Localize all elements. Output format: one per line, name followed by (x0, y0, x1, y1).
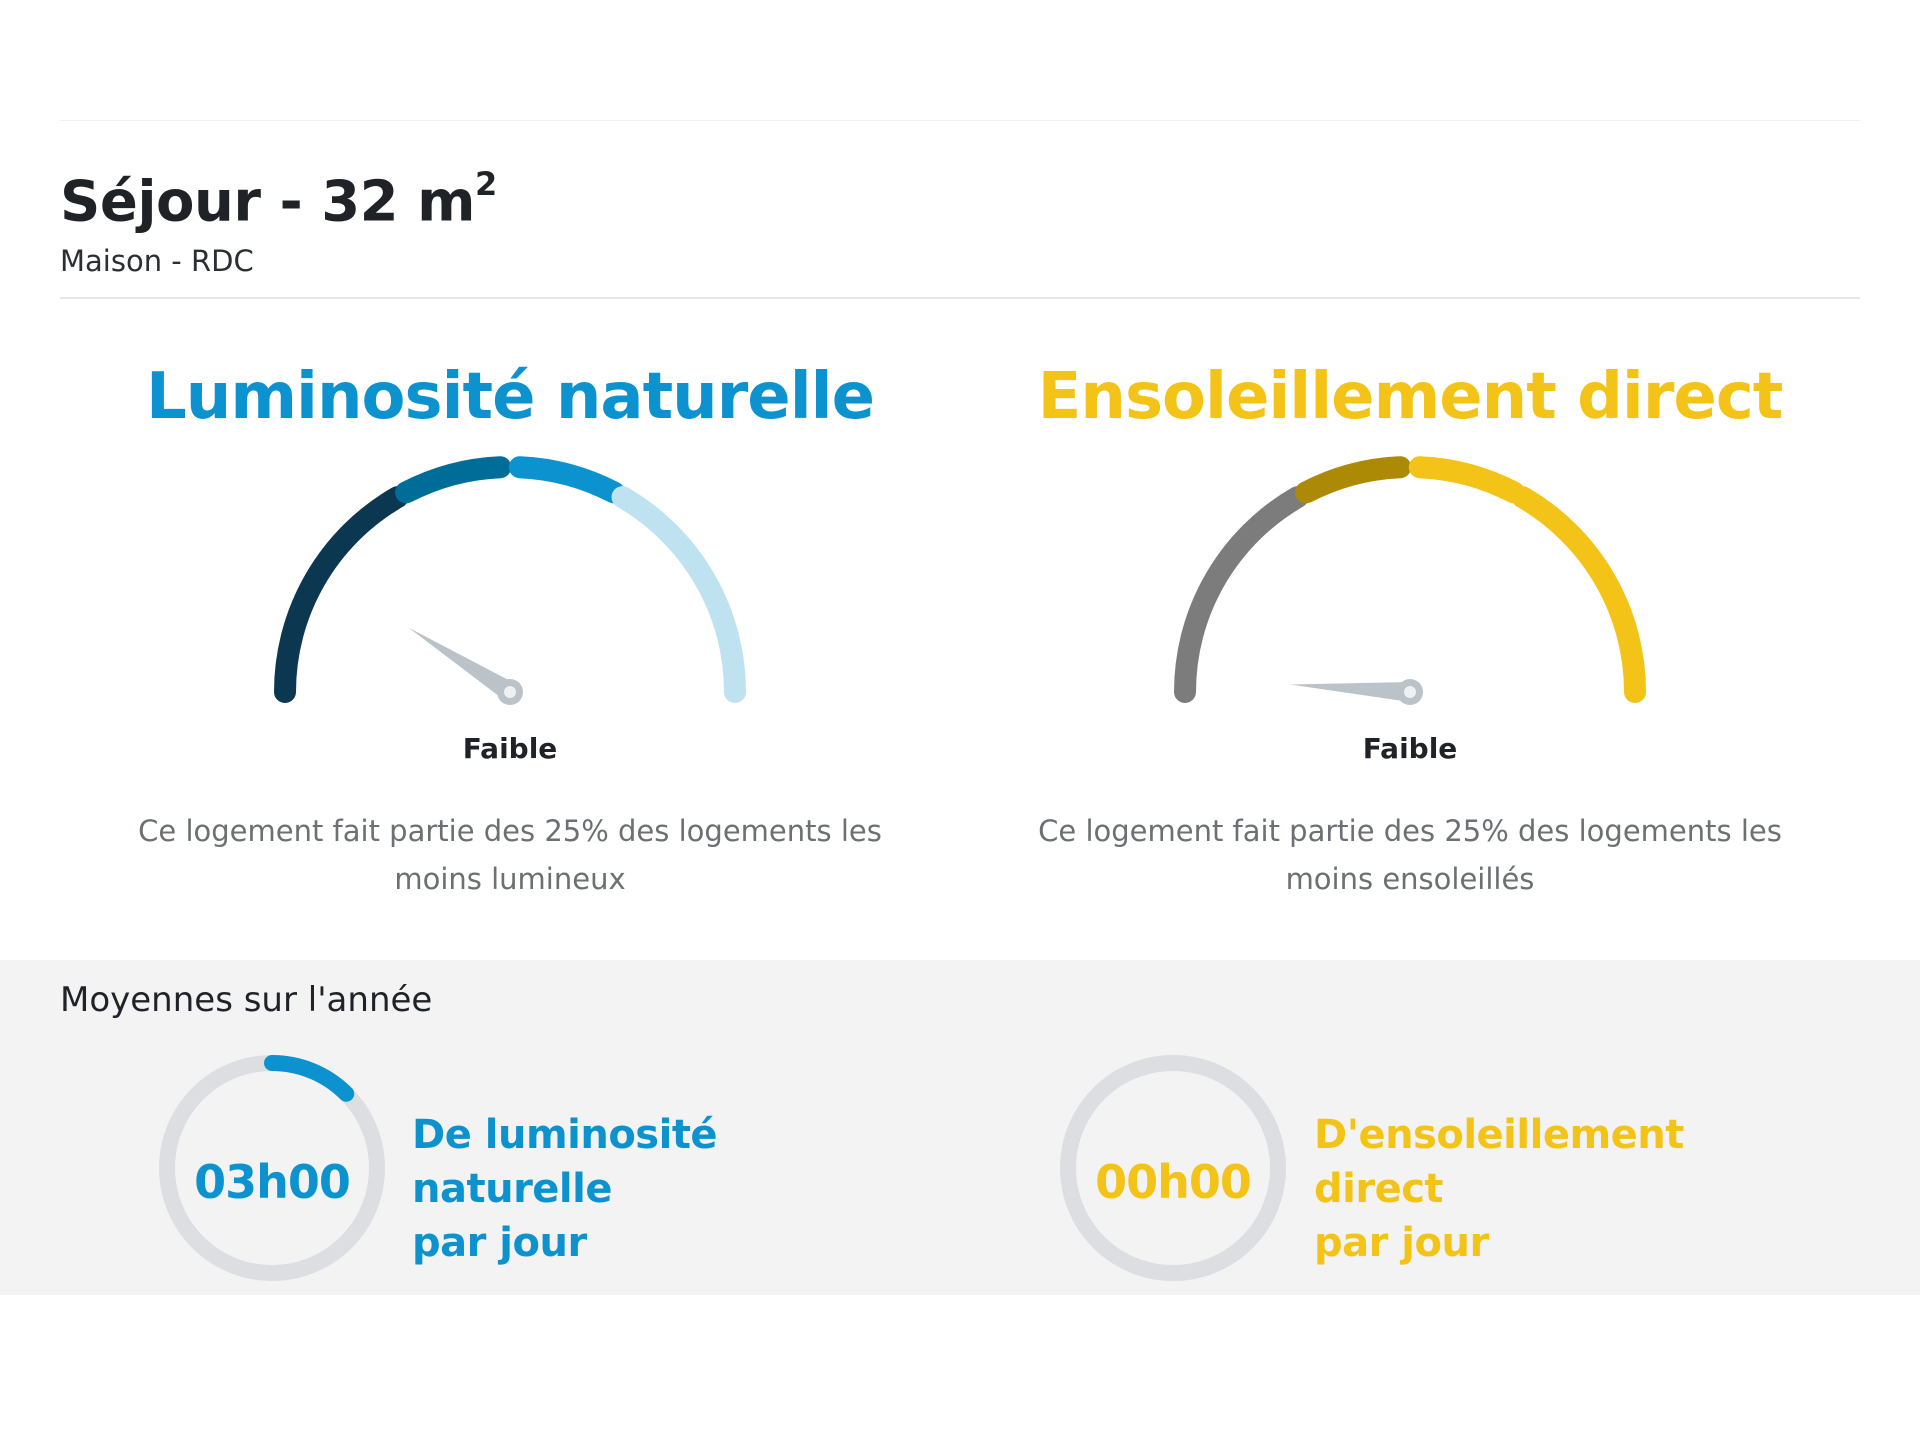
ensoleillement-panel: Ensoleillement direct Faible Ce logement… (960, 352, 1860, 896)
luminosite-panel: Luminosité naturelle Faible Ce logement … (60, 352, 960, 896)
ensoleillement-title: Ensoleillement direct (1037, 360, 1784, 434)
luminosite-gauge-segment-2 (395, 456, 512, 504)
luminosite-description: Ce logement fait partie des 25% des loge… (138, 814, 882, 896)
luminosite-title: Luminosité naturelle (146, 360, 875, 434)
luminosite-ring (159, 1055, 385, 1281)
ensoleillement-gauge-segment-1 (1174, 486, 1309, 703)
ensoleillement-hours: 00h00 (1095, 1155, 1252, 1209)
luminosite-ring-progress (264, 1055, 355, 1102)
ensoleillement-description: Ce logement fait partie des 25% des loge… (1038, 814, 1782, 896)
header-divider (60, 297, 1860, 299)
room-header: Séjour - 32 m2 Maison - RDC (60, 155, 497, 278)
ensoleillement-avg-label: D'ensoleillement direct par jour (1314, 1108, 1814, 1270)
ensoleillement-gauge-hub-center (1404, 686, 1416, 698)
luminosite-hours: 03h00 (194, 1155, 351, 1209)
room-name: Séjour - 32 m (60, 169, 475, 235)
ensoleillement-gauge-segment-3 (1408, 456, 1525, 504)
luminosite-gauge-needle (408, 627, 516, 701)
luminosite-level: Faible (462, 732, 558, 765)
ensoleillement-gauge-segment-2 (1295, 456, 1412, 504)
luminosite-gauge (274, 456, 746, 705)
ensoleillement-ring (1060, 1055, 1286, 1281)
luminosite-gauge-segment-3 (508, 456, 625, 504)
ensoleillement-level: Faible (1362, 732, 1458, 765)
averages-title: Moyennes sur l'année (60, 980, 433, 1020)
ensoleillement-gauge-needle (1290, 682, 1411, 702)
annual-averages: Moyennes sur l'année 03h00 De luminosité… (0, 960, 1920, 1295)
luminosite-avg-label-line1: De luminosité naturelle (412, 1112, 718, 1212)
luminosite-gauge-segment-1 (274, 486, 409, 703)
ensoleillement-gauge-segment-4 (1511, 486, 1646, 703)
luminosite-gauge-hub-center (504, 686, 516, 698)
ensoleillement-avg-label-line2: par jour (1314, 1220, 1489, 1266)
luminosite-avg-label: De luminosité naturelle par jour (412, 1108, 912, 1270)
ensoleillement-avg-label-line1: D'ensoleillement direct (1314, 1112, 1684, 1212)
luminosite-avg-label-line2: par jour (412, 1220, 587, 1266)
room-title: Séjour - 32 m2 (60, 155, 497, 238)
luminosite-gauge-segment-4 (611, 486, 746, 703)
area-exponent: 2 (474, 165, 497, 203)
ensoleillement-ring-track (1060, 1055, 1286, 1281)
ensoleillement-gauge (1174, 456, 1646, 705)
room-location: Maison - RDC (60, 243, 254, 278)
top-divider (60, 120, 1860, 121)
